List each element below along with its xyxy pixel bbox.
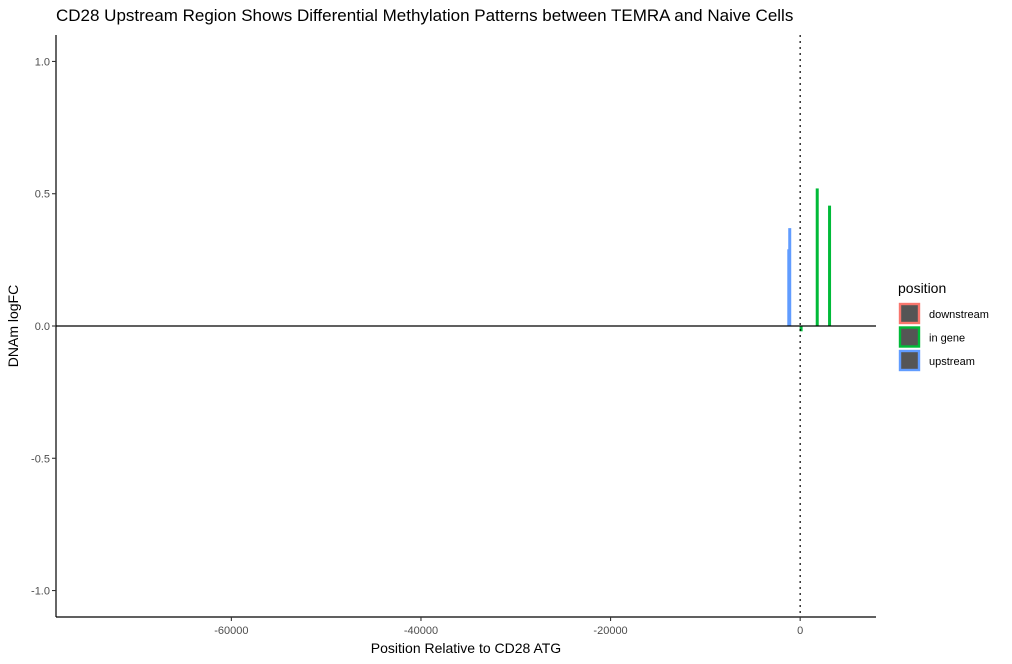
x-tick-label: -60000	[214, 625, 248, 637]
legend-key-upstream	[898, 349, 921, 372]
y-axis-ticks: -1.0 -0.5 0.0 0.5 1.0	[31, 56, 56, 598]
x-axis-ticks: -60000 -40000 -20000 0	[214, 617, 803, 637]
y-tick-label: 0.0	[35, 321, 50, 333]
legend-key-downstream	[898, 302, 921, 325]
legend-title: position	[898, 280, 946, 296]
y-tick-label: 0.5	[35, 189, 50, 201]
y-tick-label: -0.5	[31, 453, 50, 465]
legend: position downstream in gene upstream	[898, 280, 989, 372]
x-axis-title: Position Relative to CD28 ATG	[371, 640, 561, 656]
x-tick-label: -20000	[593, 625, 627, 637]
plot-panel	[55, 35, 876, 618]
chart-title: CD28 Upstream Region Shows Differential …	[56, 6, 793, 25]
bars-layer	[787, 188, 832, 332]
y-tick-label: 1.0	[35, 56, 50, 68]
legend-items: downstream in gene upstream	[898, 302, 989, 372]
bar-in-gene	[799, 326, 803, 332]
bar-in-gene	[815, 188, 819, 326]
bar-in-gene	[828, 205, 832, 326]
legend-label: in gene	[929, 333, 965, 345]
y-axis-title: DNAm logFC	[5, 285, 21, 367]
x-tick-label: 0	[797, 625, 803, 637]
legend-key-in-gene	[898, 326, 921, 348]
bar-upstream	[788, 228, 792, 326]
x-tick-label: -40000	[404, 625, 438, 637]
y-tick-label: -1.0	[31, 586, 50, 598]
legend-label: upstream	[929, 356, 975, 368]
legend-label: downstream	[929, 309, 989, 321]
